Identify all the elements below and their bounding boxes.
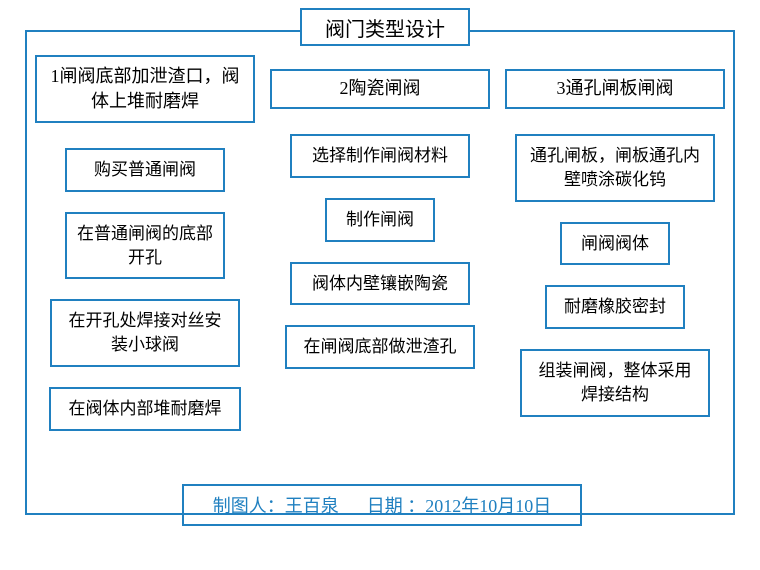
date-label: 日期 ： xyxy=(367,496,426,516)
col-3-step-4: 组装闸阀，整体采用焊接结构 xyxy=(520,349,710,417)
col-3-step-2: 闸阀阀体 xyxy=(560,222,670,266)
col-2-header: 2陶瓷闸阀 xyxy=(270,69,490,109)
col-1-step-3: 在开孔处焊接对丝安装小球阀 xyxy=(50,299,240,367)
col-2-step-2: 制作闸阀 xyxy=(325,198,435,242)
footer-author: 制图人：王百泉 xyxy=(213,492,339,518)
date-value: 2012年10月10日 xyxy=(425,496,551,516)
col-3-header: 3通孔闸板闸阀 xyxy=(505,69,725,109)
col-1-step-4: 在阀体内部堆耐磨焊 xyxy=(49,387,241,431)
column-1: 1闸阀底部加泄渣口，阀体上堆耐磨焊 购买普通闸阀 在普通闸阀的底部开孔 在开孔处… xyxy=(35,55,255,451)
col-2-step-4: 在闸阀底部做泄渣孔 xyxy=(285,325,475,369)
columns-container: 1闸阀底部加泄渣口，阀体上堆耐磨焊 购买普通闸阀 在普通闸阀的底部开孔 在开孔处… xyxy=(35,55,725,451)
col-1-step-2: 在普通闸阀的底部开孔 xyxy=(65,212,225,280)
column-3: 3通孔闸板闸阀 通孔闸板，闸板通孔内壁喷涂碳化钨 闸阀阀体 耐磨橡胶密封 组装闸… xyxy=(505,55,725,451)
col-2-step-1: 选择制作闸阀材料 xyxy=(290,134,470,178)
col-1-step-1: 购买普通闸阀 xyxy=(65,148,225,192)
col-3-step-3: 耐磨橡胶密封 xyxy=(545,285,685,329)
author-name: 王百泉 xyxy=(285,496,339,516)
diagram-title: 阀门类型设计 xyxy=(300,8,470,46)
col-1-header: 1闸阀底部加泄渣口，阀体上堆耐磨焊 xyxy=(35,55,255,123)
col-3-step-1: 通孔闸板，闸板通孔内壁喷涂碳化钨 xyxy=(515,134,715,202)
author-label: 制图人： xyxy=(213,496,285,516)
footer-box: 制图人：王百泉 日期 ：2012年10月10日 xyxy=(182,484,582,526)
column-2: 2陶瓷闸阀 选择制作闸阀材料 制作闸阀 阀体内壁镶嵌陶瓷 在闸阀底部做泄渣孔 xyxy=(270,55,490,451)
footer-date: 日期 ：2012年10月10日 xyxy=(367,492,552,518)
col-2-step-3: 阀体内壁镶嵌陶瓷 xyxy=(290,262,470,306)
